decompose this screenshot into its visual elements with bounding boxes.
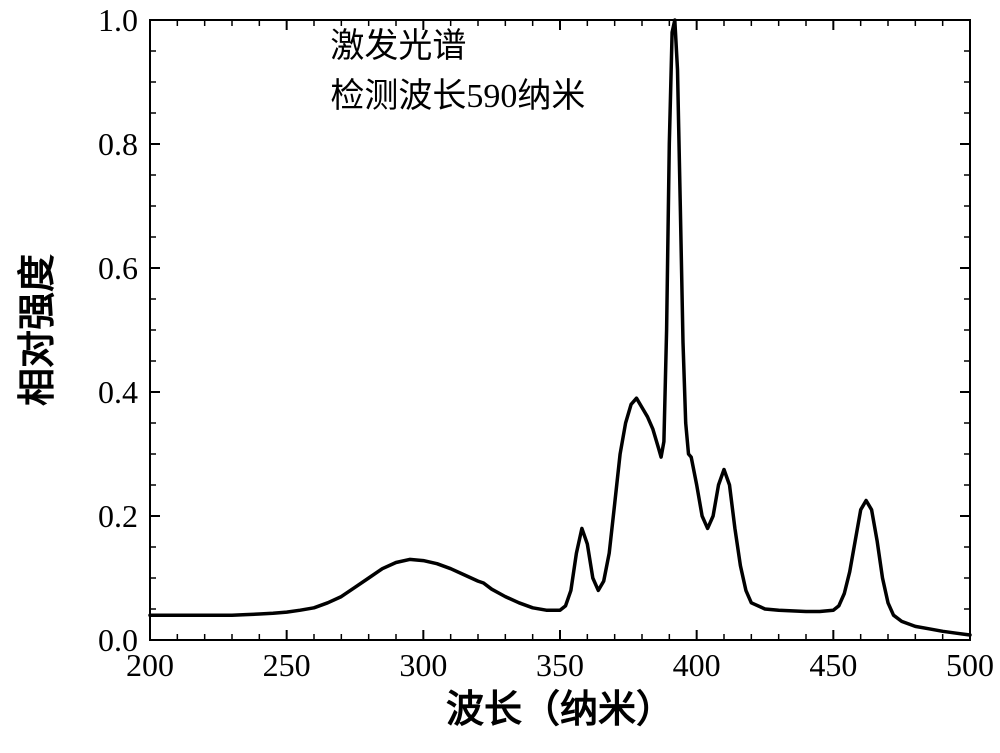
y-tick-label: 0.8 bbox=[98, 126, 138, 162]
chart-annotation: 激发光谱 bbox=[330, 27, 466, 65]
chart-annotation: 检测波长590纳米 bbox=[330, 77, 585, 115]
x-tick-label: 400 bbox=[673, 647, 721, 683]
x-tick-label: 350 bbox=[536, 647, 584, 683]
chart-svg: 2002503003504004505000.00.20.40.60.81.0波… bbox=[0, 0, 1000, 753]
y-tick-label: 0.4 bbox=[98, 374, 138, 410]
y-tick-label: 1.0 bbox=[98, 2, 138, 38]
spectrum-chart: 2002503003504004505000.00.20.40.60.81.0波… bbox=[0, 0, 1000, 753]
x-axis-label: 波长（纳米） bbox=[446, 689, 674, 731]
y-tick-label: 0.2 bbox=[98, 498, 138, 534]
y-tick-label: 0.0 bbox=[98, 622, 138, 658]
x-tick-label: 250 bbox=[263, 647, 311, 683]
x-tick-label: 450 bbox=[809, 647, 857, 683]
x-tick-label: 500 bbox=[946, 647, 994, 683]
x-tick-label: 300 bbox=[399, 647, 447, 683]
y-tick-label: 0.6 bbox=[98, 250, 138, 286]
y-axis-label: 相对强度 bbox=[17, 254, 59, 406]
